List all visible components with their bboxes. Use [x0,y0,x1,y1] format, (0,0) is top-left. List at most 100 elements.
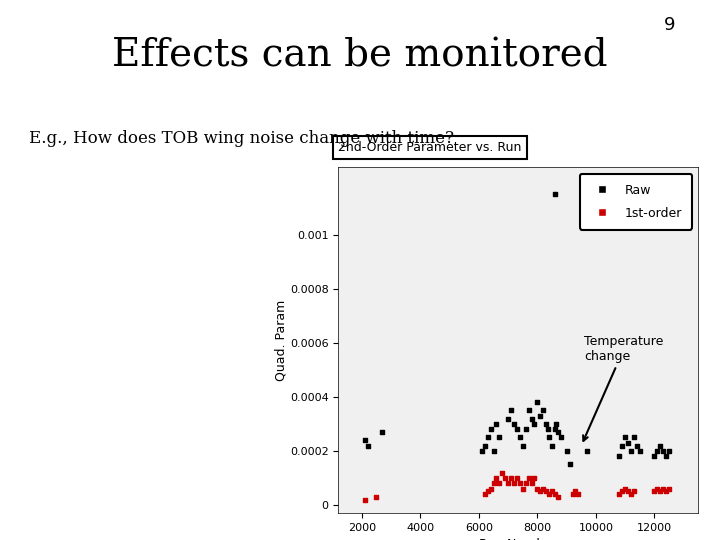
Point [544,490,555,498]
Point [487,479,499,488]
Point [538,406,549,415]
Point [479,490,490,498]
Point [517,484,528,493]
Point [549,425,561,434]
Point [572,490,584,498]
Point [629,433,640,442]
Point [570,487,581,496]
Point [582,447,593,455]
Point [552,428,564,436]
Point [485,484,496,493]
Point [552,492,564,501]
Point [503,479,514,488]
Point [359,436,371,444]
Y-axis label: Quad. Param: Quad. Param [274,300,287,381]
Point [514,479,526,488]
Text: Effects can be monitored: Effects can be monitored [112,38,608,75]
Point [505,474,517,482]
Point [482,487,493,496]
Point [494,479,505,488]
Point [476,447,487,455]
Point [613,490,625,498]
Point [657,484,669,493]
Point [371,492,382,501]
Point [505,406,517,415]
Point [377,428,388,436]
Text: 2nd-Order Parameter vs. Run: 2nd-Order Parameter vs. Run [338,140,522,153]
Point [657,447,669,455]
Point [567,490,578,498]
Point [652,447,663,455]
Point [487,447,499,455]
Point [479,441,490,450]
Point [634,447,646,455]
Point [541,420,552,428]
Point [511,425,523,434]
Point [511,474,523,482]
Point [491,420,503,428]
Point [649,487,660,496]
Point [491,474,503,482]
Point [631,441,643,450]
Point [561,447,572,455]
Point [654,441,666,450]
Point [663,484,675,493]
Point [528,474,540,482]
Point [523,406,534,415]
Point [549,490,561,498]
Point [526,414,537,423]
Point [619,433,631,442]
Point [654,487,666,496]
Point [531,484,543,493]
Point [649,452,660,461]
Point [508,420,520,428]
Point [549,190,561,199]
Point [494,433,505,442]
Point [660,452,672,461]
Point [616,487,628,496]
Legend: Raw, 1st-order: Raw, 1st-order [580,174,692,230]
Point [497,468,508,477]
Point [534,487,546,496]
Point [544,433,555,442]
Point [482,433,493,442]
Point [546,487,558,496]
Point [526,479,537,488]
Point [517,441,528,450]
Point [663,447,675,455]
Point [564,460,575,469]
Point [359,495,371,504]
Point [622,438,634,447]
Point [500,474,511,482]
Text: 9: 9 [664,16,675,34]
Point [523,474,534,482]
Point [613,452,625,461]
Point [551,420,562,428]
Point [619,484,631,493]
Point [542,425,554,434]
Point [508,479,520,488]
Point [555,433,567,442]
Point [531,398,543,407]
Point [538,484,549,493]
X-axis label: Run Number: Run Number [480,538,557,540]
Text: E.g., How does TOB wing noise change with time?: E.g., How does TOB wing noise change wit… [29,130,454,146]
Point [362,441,374,450]
Point [546,441,558,450]
Point [626,490,637,498]
Point [652,484,663,493]
Point [520,425,531,434]
Point [534,411,546,420]
Point [528,420,540,428]
Point [660,487,672,496]
Point [520,479,531,488]
Point [541,487,552,496]
Text: Temperature
change: Temperature change [583,335,664,441]
Point [629,487,640,496]
Point [616,441,628,450]
Point [514,433,526,442]
Point [485,425,496,434]
Point [503,414,514,423]
Point [622,487,634,496]
Point [626,447,637,455]
